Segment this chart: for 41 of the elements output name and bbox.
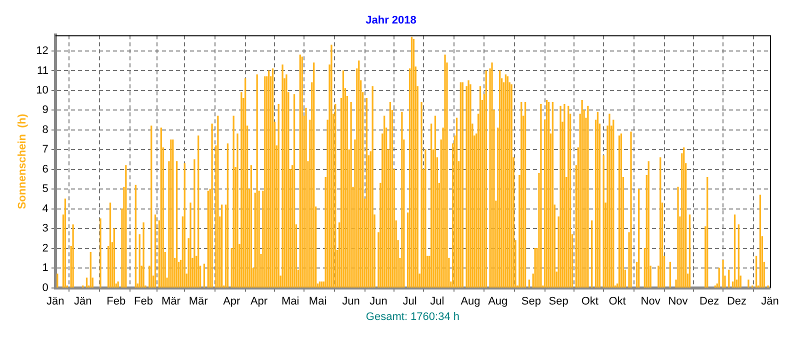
x-tick-label: Apr [250, 295, 268, 308]
x-tick-label: Mai [308, 295, 327, 308]
x-tick-label: Feb [134, 295, 154, 308]
x-tick-label: Feb [106, 295, 126, 308]
x-tick-label: Okt [608, 295, 626, 308]
y-tick-label: 10 [36, 84, 48, 96]
y-tick-label: 5 [42, 183, 48, 196]
x-tick-label: Dez [726, 295, 746, 308]
y-tick-label: 12 [36, 45, 48, 58]
x-tick-label: Jun [370, 295, 388, 308]
x-tick-label: Jun [342, 295, 360, 308]
x-tick-label: Aug [488, 295, 508, 308]
x-tick-label: Okt [581, 295, 598, 308]
x-tick-label: Mär [188, 295, 208, 308]
x-tick-label: Sep [548, 295, 568, 308]
y-tick-label: 6 [42, 163, 48, 176]
x-tick-label: Dez [700, 295, 720, 308]
x-tick-label: Jän [46, 295, 64, 308]
x-tick-label: Nov [640, 295, 661, 308]
x-tick-label: Aug [460, 295, 480, 308]
y-tick-label: 2 [42, 242, 48, 254]
x-tick-label: Mär [161, 295, 181, 308]
x-tick-label: Jän [761, 295, 779, 308]
x-tick-label: Jul [430, 295, 444, 308]
y-tick-label: 3 [42, 222, 48, 235]
y-tick-label: 7 [42, 144, 48, 156]
y-tick-label: 0 [42, 282, 48, 294]
y-tick-label: 9 [42, 104, 48, 116]
y-tick-label: 1 [42, 262, 48, 274]
y-tick-label: 8 [42, 124, 48, 136]
y-tick-label: 4 [42, 202, 48, 215]
x-tick-label: Jän [74, 295, 92, 308]
x-tick-label: Jul [402, 295, 417, 308]
x-tick-label: Mai [281, 295, 300, 308]
x-tick-label: Apr [223, 295, 241, 308]
text: Gesamt: 1760:34 h [366, 310, 460, 323]
y-tick-label: 11 [37, 64, 48, 77]
x-tick-label: Sep [521, 295, 541, 308]
chart-title: Jahr 2018 [366, 14, 416, 27]
y-axis-title: Sonnenschein (h) [16, 114, 29, 210]
x-tick-label: Nov [668, 295, 688, 308]
